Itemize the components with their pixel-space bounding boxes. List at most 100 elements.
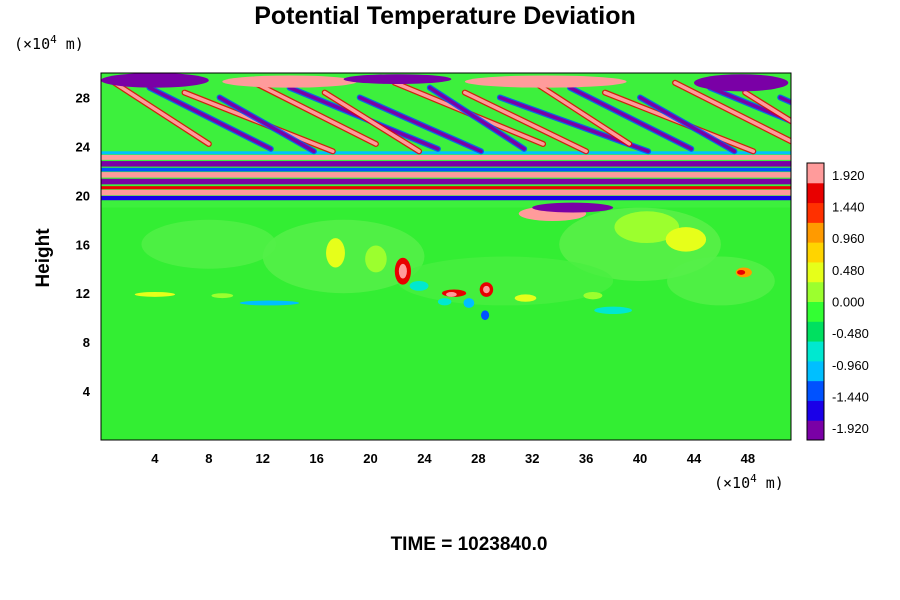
- field-band: [101, 172, 791, 178]
- field-top-cell: [222, 75, 358, 88]
- time-label: TIME = 1023840.0: [391, 534, 548, 555]
- x-axis-unit: (×104 m): [714, 472, 784, 492]
- field-band: [101, 154, 791, 160]
- colorbar-label: -0.960: [832, 358, 869, 373]
- colorbar-swatch: [807, 341, 824, 362]
- field-wave: [850, 88, 900, 149]
- field-wave: [568, 85, 694, 151]
- field-anomaly: [481, 310, 490, 321]
- colorbar-swatch: [807, 301, 824, 322]
- field-anomaly: [483, 285, 490, 294]
- y-axis: 4 8 12 16 20 24 28: [76, 90, 91, 399]
- x-tick-label: 4: [151, 451, 159, 466]
- field-top-cell: [343, 74, 452, 85]
- y-tick-label: 4: [83, 384, 91, 399]
- colorbar-label: 0.480: [832, 263, 865, 278]
- field-top-cell: [101, 73, 209, 88]
- field-wave: [358, 95, 483, 154]
- chart-title: Potential Temperature Deviation: [254, 2, 636, 30]
- x-tick-label: 48: [741, 451, 755, 466]
- colorbar-swatch: [807, 400, 824, 421]
- field-wave: [217, 95, 316, 154]
- field-wave: [533, 81, 632, 146]
- field-wave-edge: [777, 94, 791, 106]
- field-anomaly: [737, 269, 746, 275]
- field-wave-edge: [815, 83, 900, 144]
- x-axis: 4 8 12 16 20 24 28 32 36 40 44 48: [151, 451, 755, 466]
- field-anomaly: [532, 202, 614, 213]
- colorbar-label: 0.960: [832, 231, 865, 246]
- field-patch: [559, 207, 721, 281]
- field-wave: [743, 90, 791, 124]
- x-tick-label: 32: [525, 451, 539, 466]
- colorbar-swatch: [807, 163, 824, 184]
- field-patch: [397, 256, 614, 306]
- colorbar-label: -0.480: [832, 326, 869, 341]
- y-tick-label: 16: [76, 237, 90, 252]
- colorbar-swatch: [807, 261, 824, 283]
- x-tick-label: 40: [633, 451, 647, 466]
- field-anomaly: [239, 300, 300, 306]
- field-band: [101, 161, 791, 167]
- colorbar-swatch: [807, 420, 824, 441]
- field-anomaly: [614, 211, 680, 244]
- field-anomaly: [326, 238, 345, 268]
- y-axis-label: Height: [33, 228, 54, 288]
- field-top-cell: [693, 74, 789, 92]
- x-tick-label: 12: [255, 451, 269, 466]
- field-wave: [252, 81, 378, 146]
- colorbar-label: 1.440: [832, 200, 865, 215]
- field-top-cell: [464, 75, 627, 88]
- field-wave: [112, 81, 211, 146]
- field-band: [101, 178, 791, 185]
- field-anomaly: [463, 298, 475, 308]
- colorbar-swatch: [807, 182, 824, 204]
- y-tick-label: 28: [76, 90, 90, 105]
- field-wave: [815, 83, 900, 144]
- colorbar-swatch: [807, 202, 824, 223]
- field-anomaly: [514, 294, 537, 302]
- y-tick-label: 20: [76, 188, 90, 203]
- field-wave: [673, 81, 791, 144]
- field-anomaly: [594, 306, 632, 314]
- colorbar-swatch: [807, 281, 824, 302]
- field-anomaly: [409, 280, 429, 291]
- field-anomaly: [211, 293, 234, 299]
- colorbar-label: 1.920: [832, 168, 865, 183]
- x-tick-label: 28: [471, 451, 485, 466]
- colorbar-swatch: [807, 380, 824, 401]
- field-anomaly: [398, 263, 407, 279]
- x-tick-label: 36: [579, 451, 593, 466]
- field-wave-edge: [850, 88, 900, 149]
- colorbar-swatch: [807, 360, 824, 382]
- field-patch: [667, 256, 775, 306]
- field-wave: [638, 95, 737, 154]
- colorbar-swatch: [807, 242, 824, 263]
- field-wave: [428, 85, 526, 151]
- heatmap-plot-area: [100, 72, 900, 441]
- field-band: [101, 186, 791, 190]
- x-tick-label: 24: [417, 451, 432, 466]
- colorbar-swatch: [807, 321, 824, 342]
- colorbar-label: -1.920: [832, 421, 869, 436]
- field-band: [101, 151, 791, 155]
- field-wave: [322, 90, 421, 154]
- field-anomaly: [583, 291, 603, 300]
- x-tick-label: 16: [309, 451, 323, 466]
- field-patch: [141, 219, 277, 269]
- y-axis-unit: (×104 m): [14, 33, 84, 53]
- x-tick-label: 20: [363, 451, 377, 466]
- field-anomaly: [134, 291, 176, 297]
- field-wave: [147, 85, 273, 151]
- field-anomaly: [446, 291, 457, 297]
- colorbar-label: -1.440: [832, 389, 869, 404]
- field-anomaly: [665, 227, 707, 252]
- colorbar-frame: [806, 162, 825, 441]
- colorbar-swatch: [807, 222, 824, 243]
- y-tick-label: 8: [83, 335, 90, 350]
- field-anomaly: [365, 245, 387, 273]
- field-band: [101, 195, 791, 201]
- field-band: [101, 167, 791, 172]
- colorbar-label: 0.000: [832, 295, 865, 310]
